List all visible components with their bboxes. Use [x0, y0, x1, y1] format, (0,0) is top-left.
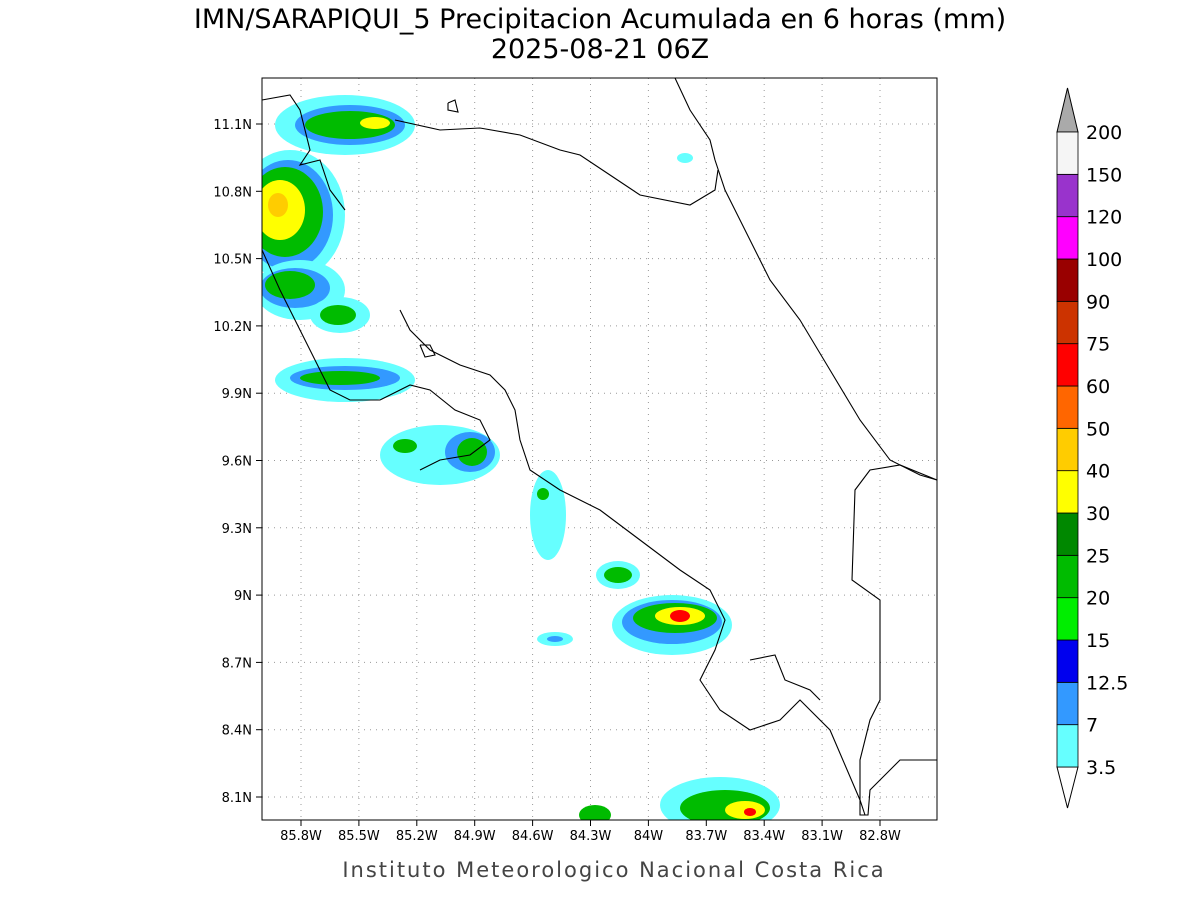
colorbar: 3.5 7 12.5 15 20 25 30 40 50 60 75 90 100 120 150 200 — [1056, 87, 1128, 809]
colorbar-label: 12.5 — [1086, 672, 1128, 694]
colorbar-swatch — [1056, 597, 1079, 641]
colorbar-label: 30 — [1086, 503, 1110, 525]
colorbar-label: 50 — [1086, 418, 1110, 440]
colorbar-swatch — [1056, 300, 1079, 345]
lon-label: 82.8W — [859, 829, 901, 844]
footer: Instituto Meteorologico Nacional Costa R… — [342, 858, 885, 882]
lon-label: 83.4W — [743, 829, 785, 844]
colorbar-swatch — [1056, 216, 1079, 260]
colorbar-swatch — [1056, 639, 1079, 683]
colorbar-swatch — [1056, 470, 1079, 514]
colorbar-under — [1056, 766, 1079, 809]
lat-label: 10.2N — [213, 320, 252, 335]
lon-label: 84.3W — [570, 829, 612, 844]
lon-label: 85.8W — [280, 829, 322, 844]
lat-label: 10.5N — [213, 253, 252, 268]
colorbar-swatch — [1056, 173, 1079, 218]
lat-label: 9.3N — [222, 522, 252, 537]
lon-label: 83.7W — [685, 829, 727, 844]
colorbar-swatch — [1056, 427, 1079, 472]
lon-label: 84W — [634, 829, 664, 844]
colorbar-swatch — [1056, 258, 1079, 302]
subtitle: 2025-08-21 06Z — [491, 34, 709, 65]
colorbar-label: 25 — [1086, 545, 1110, 567]
colorbar-label: 90 — [1086, 291, 1110, 313]
colorbar-label: 20 — [1086, 588, 1110, 610]
colorbar-label: 40 — [1086, 461, 1110, 483]
colorbar-label: 200 — [1086, 122, 1122, 144]
colorbar-label: 3.5 — [1086, 757, 1116, 779]
colorbar-label: 15 — [1086, 630, 1110, 652]
lat-label: 11.1N — [213, 118, 252, 133]
lon-label: 85.5W — [338, 829, 380, 844]
colorbar-swatch — [1056, 385, 1079, 429]
lat-label: 8.4N — [222, 724, 252, 739]
lat-label: 8.1N — [222, 791, 252, 806]
colorbar-label: 75 — [1086, 334, 1110, 356]
grid — [262, 78, 937, 820]
colorbar-swatch — [1056, 724, 1079, 768]
colorbar-swatch — [1056, 554, 1079, 599]
lat-label: 8.7N — [222, 656, 252, 671]
lon-label: 84.9W — [454, 829, 496, 844]
lon-label: 84.6W — [512, 829, 554, 844]
colorbar-swatch — [1056, 681, 1079, 726]
lat-label: 10.8N — [213, 185, 252, 200]
lat-label: 9N — [234, 589, 252, 604]
colorbar-over — [1056, 87, 1079, 133]
colorbar-swatch — [1056, 512, 1079, 556]
colorbar-label: 60 — [1086, 376, 1110, 398]
plot-frame — [261, 77, 938, 821]
colorbar-label: 150 — [1086, 164, 1122, 186]
lat-label: 9.6N — [222, 455, 252, 470]
precipitation — [262, 95, 780, 820]
colorbar-swatch — [1056, 343, 1079, 387]
coastlines — [261, 77, 938, 816]
colorbar-label: 120 — [1086, 207, 1122, 229]
axes: 85.8W 85.5W 85.2W 84.9W 84.6W 84.3W 84W 83.7W 83… — [213, 118, 901, 844]
lon-label: 83.1W — [801, 829, 843, 844]
colorbar-swatch — [1056, 131, 1079, 175]
title: IMN/SARAPIQUI_5 Precipitacion Acumulada … — [194, 4, 1006, 35]
lat-label: 9.9N — [222, 387, 252, 402]
lon-label: 85.2W — [396, 829, 438, 844]
colorbar-label: 7 — [1086, 715, 1098, 737]
colorbar-label: 100 — [1086, 249, 1122, 271]
